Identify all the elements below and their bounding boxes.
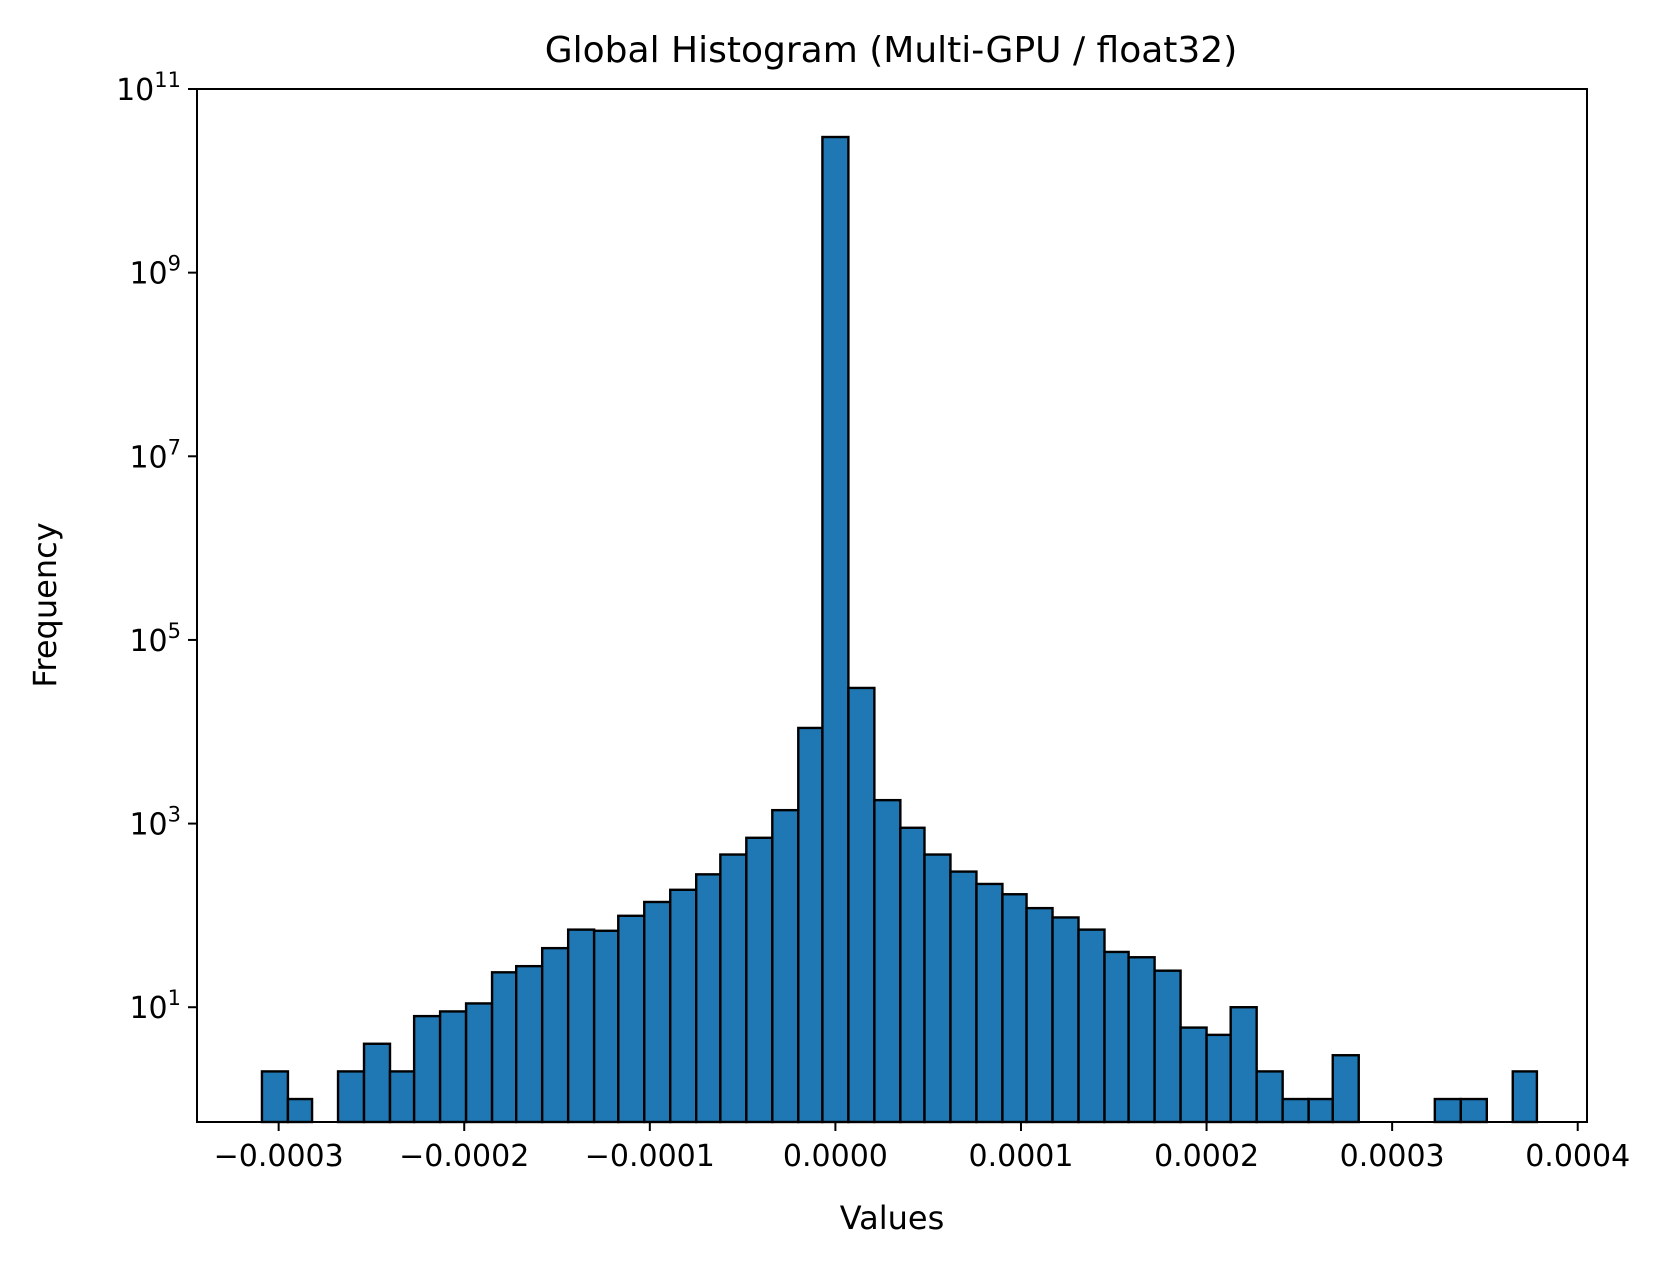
- histogram-bar: [490, 971, 518, 1124]
- histogram-bar: [1331, 1054, 1360, 1124]
- plot-frame: [196, 88, 1588, 1123]
- histogram-bar: [540, 946, 570, 1124]
- histogram-bar: [1001, 893, 1028, 1124]
- histogram-bar: [336, 1070, 366, 1124]
- histogram-bar: [1433, 1097, 1462, 1124]
- x-tick-label: 0.0001: [968, 1139, 1073, 1174]
- histogram-bar: [388, 1070, 416, 1124]
- y-axis-label: Frequency: [26, 522, 64, 687]
- y-tick-label: 101: [129, 986, 181, 1026]
- histogram-bar: [669, 888, 698, 1124]
- y-axis: 101 103 105 107 109 1011: [116, 68, 197, 1026]
- histogram-bar: [566, 928, 596, 1124]
- histogram-bar: [1103, 950, 1130, 1124]
- x-tick-label: 0.0002: [1154, 1139, 1259, 1174]
- histogram-bar: [771, 808, 800, 1124]
- histogram-bar: [1511, 1070, 1539, 1124]
- bars-group: [260, 135, 1539, 1124]
- histogram-bar: [1229, 1006, 1258, 1124]
- histogram-bar: [1051, 916, 1080, 1124]
- histogram-bar: [1205, 1033, 1232, 1124]
- chart-title: Global Histogram (Multi-GPU / float32): [545, 30, 1238, 71]
- histogram-bar: [362, 1042, 392, 1124]
- histogram-bar: [1459, 1097, 1488, 1124]
- histogram-bar: [464, 1002, 494, 1124]
- histogram-bar: [899, 826, 926, 1124]
- x-tick-label: −0.0001: [585, 1139, 715, 1174]
- histogram-bar: [592, 929, 620, 1124]
- histogram-bar: [1281, 1097, 1310, 1124]
- y-tick-label: 105: [129, 619, 181, 659]
- histogram-bar: [412, 1014, 442, 1124]
- x-tick-label: 0.0003: [1340, 1139, 1445, 1174]
- histogram-bar: [643, 900, 672, 1124]
- histogram-bar: [719, 853, 748, 1124]
- histogram-bar: [873, 798, 902, 1124]
- x-tick-label: 0.0000: [783, 1139, 888, 1174]
- histogram-bar: [617, 914, 646, 1124]
- y-tick-label: 103: [129, 803, 181, 843]
- x-tick-label: −0.0003: [214, 1139, 344, 1174]
- histogram-bar: [1077, 928, 1106, 1124]
- histogram-bar: [745, 836, 774, 1124]
- histogram-bar: [1179, 1026, 1208, 1124]
- histogram-bar: [949, 870, 978, 1124]
- histogram-bar: [847, 686, 876, 1124]
- histogram-bar: [260, 1070, 290, 1124]
- histogram-bar: [797, 726, 824, 1124]
- y-tick-label: 1011: [116, 68, 181, 108]
- histogram-bar: [515, 964, 544, 1124]
- histogram-bar: [1127, 956, 1156, 1124]
- histogram-bar: [923, 853, 952, 1124]
- histogram-bar: [1307, 1097, 1334, 1124]
- x-tick-label: 0.0004: [1525, 1139, 1630, 1174]
- x-axis: −0.0003 −0.0002 −0.0001 0.0000 0.0001 0.0002 0…: [214, 1122, 1630, 1174]
- histogram-bar: [286, 1097, 314, 1124]
- y-tick-label: 109: [129, 252, 181, 292]
- histogram-bar: [438, 1010, 468, 1124]
- histogram-bar: [1153, 969, 1182, 1124]
- histogram-bar: [821, 135, 850, 1124]
- histogram-bar: [1025, 906, 1054, 1124]
- y-tick-label: 107: [129, 435, 181, 475]
- histogram-bar: [695, 873, 722, 1124]
- histogram-bar: [1255, 1070, 1284, 1124]
- x-axis-label: Values: [840, 1199, 945, 1237]
- x-tick-label: −0.0002: [399, 1139, 529, 1174]
- histogram-bar: [975, 882, 1004, 1124]
